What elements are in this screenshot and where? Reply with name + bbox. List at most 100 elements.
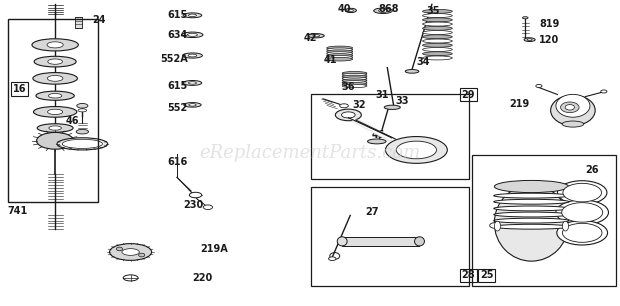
Ellipse shape [37,124,73,132]
Ellipse shape [33,106,77,117]
Ellipse shape [423,47,452,51]
Ellipse shape [182,53,202,58]
Ellipse shape [342,79,367,82]
Ellipse shape [49,126,61,130]
Ellipse shape [47,42,63,48]
Text: 41: 41 [324,55,337,65]
Ellipse shape [340,104,348,108]
Ellipse shape [327,46,353,50]
Ellipse shape [494,206,569,211]
Ellipse shape [327,50,353,54]
Text: 29: 29 [461,90,475,99]
Ellipse shape [423,31,452,35]
Ellipse shape [490,223,499,228]
Ellipse shape [335,109,361,121]
Ellipse shape [415,237,425,246]
Ellipse shape [110,244,152,260]
Ellipse shape [37,132,74,149]
Ellipse shape [562,121,584,127]
Text: 120: 120 [539,35,559,45]
Bar [472,155,616,286]
Ellipse shape [329,257,336,260]
Ellipse shape [123,275,138,281]
Ellipse shape [423,26,452,30]
Text: 615: 615 [168,81,188,91]
Ellipse shape [342,75,367,79]
Ellipse shape [557,181,607,204]
Ellipse shape [423,22,452,26]
Ellipse shape [188,54,197,57]
Ellipse shape [374,8,392,13]
Text: 220: 220 [192,274,213,283]
Text: 230: 230 [183,200,203,210]
Ellipse shape [423,13,452,17]
Bar [8,19,98,202]
Ellipse shape [62,139,102,148]
Ellipse shape [423,56,452,60]
Bar [311,94,469,179]
Ellipse shape [536,84,542,88]
Ellipse shape [342,84,367,88]
Text: 552A: 552A [161,54,188,64]
Ellipse shape [308,34,324,38]
Ellipse shape [557,221,608,245]
Ellipse shape [183,13,202,18]
Ellipse shape [556,94,590,117]
Ellipse shape [342,73,367,77]
Ellipse shape [78,109,87,112]
Ellipse shape [405,69,419,73]
Ellipse shape [423,9,452,13]
Ellipse shape [117,247,123,251]
Ellipse shape [48,109,63,114]
Ellipse shape [122,249,140,255]
Ellipse shape [337,237,347,246]
Ellipse shape [423,39,452,43]
Ellipse shape [423,52,452,56]
Ellipse shape [527,39,532,41]
Text: 552: 552 [168,103,188,113]
Ellipse shape [494,199,569,204]
Ellipse shape [494,224,569,229]
Text: 34: 34 [417,57,430,67]
Text: 615: 615 [168,10,188,20]
Ellipse shape [396,141,436,159]
Ellipse shape [33,73,78,84]
Text: 28: 28 [461,271,475,281]
Ellipse shape [187,33,197,36]
Ellipse shape [423,35,452,39]
Text: 31: 31 [375,90,389,100]
Ellipse shape [379,9,388,13]
Ellipse shape [524,38,535,42]
Bar [75,17,82,28]
Ellipse shape [48,59,63,64]
Ellipse shape [386,136,448,163]
Text: eReplacementParts.com: eReplacementParts.com [200,144,420,162]
Ellipse shape [423,18,452,22]
Ellipse shape [32,39,78,51]
Ellipse shape [76,129,89,134]
Ellipse shape [563,183,601,202]
Text: 868: 868 [378,4,399,14]
Ellipse shape [182,32,203,38]
Text: 45: 45 [372,130,386,140]
Text: 616: 616 [168,157,188,167]
Ellipse shape [342,77,367,80]
Ellipse shape [342,112,355,118]
Bar [311,187,469,286]
Text: 24: 24 [92,15,106,24]
Text: 27: 27 [366,207,379,217]
Ellipse shape [556,200,608,225]
Ellipse shape [523,17,528,19]
Text: 42: 42 [304,33,317,43]
Ellipse shape [348,9,353,12]
Text: 219: 219 [509,99,529,109]
Ellipse shape [384,105,401,110]
Ellipse shape [57,138,108,150]
Text: 32: 32 [352,100,366,110]
Ellipse shape [47,76,63,81]
Ellipse shape [560,102,579,113]
Ellipse shape [551,95,595,125]
Ellipse shape [565,105,575,110]
Ellipse shape [423,43,452,47]
Ellipse shape [601,90,607,93]
